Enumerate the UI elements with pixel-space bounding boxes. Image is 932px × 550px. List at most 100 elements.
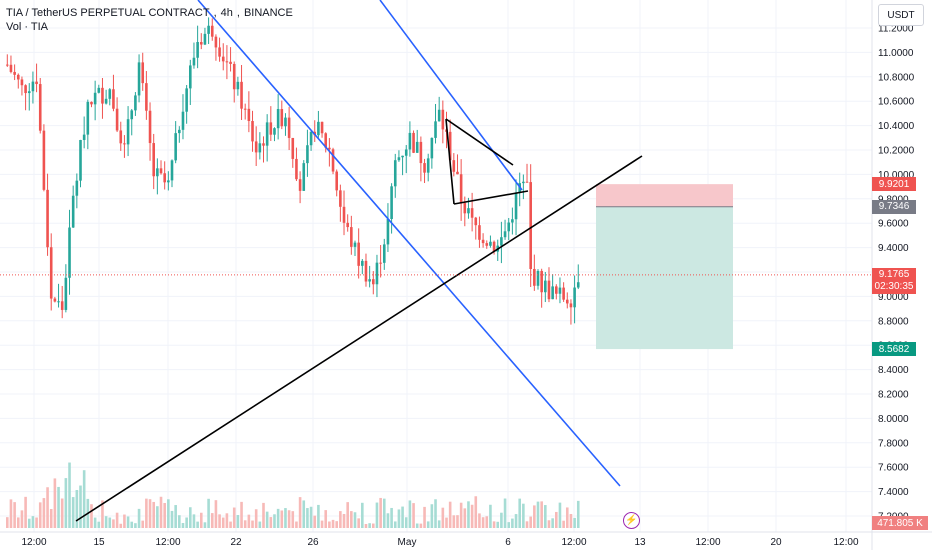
candle-body xyxy=(500,237,503,246)
volume-bar xyxy=(412,503,415,528)
candle-body xyxy=(368,279,371,282)
volume-bar xyxy=(108,517,112,528)
x-tick-label: 12:00 xyxy=(695,537,720,548)
y-tick-label: 8.2000 xyxy=(878,390,909,401)
candle-body xyxy=(544,280,547,293)
candle-body xyxy=(258,143,262,153)
volume-bar xyxy=(236,515,240,528)
volume-bar xyxy=(415,523,419,528)
current-price-value: 9.1765 xyxy=(878,268,910,280)
volume-bar xyxy=(152,501,155,528)
candlestick-series xyxy=(6,17,580,325)
triangle-upper[interactable] xyxy=(445,118,514,166)
lightning-icon[interactable]: ⚡ xyxy=(623,512,640,529)
chart-legend: TIA / TetherUS PERPETUAL CONTRACT , 4h ,… xyxy=(6,7,293,33)
volume-bar xyxy=(489,504,492,528)
candle-body xyxy=(82,134,86,140)
candle-body xyxy=(437,109,441,122)
y-tick-label: 10.2000 xyxy=(878,146,915,157)
candle-body xyxy=(364,260,368,282)
candle-body xyxy=(324,133,328,148)
descending-trendline-upper[interactable] xyxy=(197,0,621,487)
candle-body xyxy=(49,247,53,299)
volume-bar xyxy=(214,500,218,528)
volume-bar xyxy=(437,520,441,528)
candle-body xyxy=(6,64,9,66)
candle-body xyxy=(236,81,240,90)
candle-body xyxy=(112,89,115,109)
volume-bar xyxy=(452,515,456,528)
volume-bar xyxy=(306,508,309,528)
volume-bar xyxy=(156,506,159,528)
candle-body xyxy=(60,301,64,310)
candle-body xyxy=(536,270,540,286)
volume-legend[interactable]: Vol · TIA xyxy=(6,21,48,33)
candle-body xyxy=(86,101,90,135)
volume-bar xyxy=(372,523,375,528)
stop-price-tag: 9.9201 xyxy=(872,177,916,192)
volume-bar xyxy=(317,504,320,528)
candle-body xyxy=(489,241,492,246)
volume-bar xyxy=(569,514,573,528)
candle-body xyxy=(9,64,13,72)
stop-loss-zone[interactable] xyxy=(596,184,733,207)
candle-body xyxy=(199,42,203,45)
symbol-name[interactable]: TIA / TetherUS PERPETUAL CONTRACT xyxy=(6,7,210,19)
volume-bar xyxy=(258,521,262,528)
x-tick-label: 12:00 xyxy=(833,537,858,548)
volume-bar xyxy=(393,521,397,528)
y-tick-label: 9.4000 xyxy=(878,243,909,254)
time-axis[interactable]: 12:00 15 12:00 22 26 May 6 12:00 13 12:00 20 12:00 xyxy=(21,537,858,548)
y-tick-label: 9.6000 xyxy=(878,219,909,230)
volume-bar xyxy=(547,520,551,528)
candle-body xyxy=(448,131,452,161)
candle-body xyxy=(492,241,496,252)
volume-bar xyxy=(386,513,390,528)
volume-bar xyxy=(302,500,306,528)
volume-bar xyxy=(42,498,46,528)
candle-body xyxy=(130,110,134,120)
candle-body xyxy=(295,158,298,180)
candle-body xyxy=(533,268,536,286)
candle-body xyxy=(210,25,214,37)
candle-body xyxy=(467,208,470,214)
candle-body xyxy=(565,299,569,304)
candle-body xyxy=(64,277,68,310)
candle-body xyxy=(174,133,177,161)
trendlines[interactable] xyxy=(75,0,643,522)
y-tick-label: 8.8000 xyxy=(878,316,909,327)
volume-bar xyxy=(243,520,247,528)
candle-body xyxy=(302,163,306,191)
candle-body xyxy=(335,171,338,191)
volume-bar xyxy=(82,470,86,528)
triangle-lower[interactable] xyxy=(453,190,529,205)
descending-trendline-lower[interactable] xyxy=(379,0,523,191)
volume-bar xyxy=(522,503,525,528)
currency-selector[interactable]: USDT xyxy=(878,4,924,26)
volume-bars xyxy=(6,462,580,528)
interval-label[interactable]: 4h xyxy=(220,7,233,19)
volume-bar xyxy=(496,521,500,528)
candle-body xyxy=(386,219,390,245)
candle-body xyxy=(24,85,27,94)
volume-bar xyxy=(269,517,273,528)
candle-body xyxy=(27,91,31,94)
candle-body xyxy=(247,108,251,122)
candle-body xyxy=(123,143,126,145)
volume-bar xyxy=(97,521,101,528)
volume-bar xyxy=(130,521,134,528)
candle-body xyxy=(71,195,75,228)
ascending-trendline[interactable] xyxy=(75,155,643,522)
volume-bar xyxy=(221,517,225,528)
entry-price-tag: 9.7346 xyxy=(872,199,916,214)
candle-body xyxy=(119,130,123,144)
candle-body xyxy=(298,179,302,191)
take-profit-zone[interactable] xyxy=(596,206,733,350)
volume-bar xyxy=(485,516,489,528)
candle-body xyxy=(280,109,284,127)
triangle-apex-left[interactable] xyxy=(445,118,455,205)
volume-bar xyxy=(225,513,229,528)
x-tick-label: 13 xyxy=(634,537,646,548)
candle-body xyxy=(276,109,280,129)
